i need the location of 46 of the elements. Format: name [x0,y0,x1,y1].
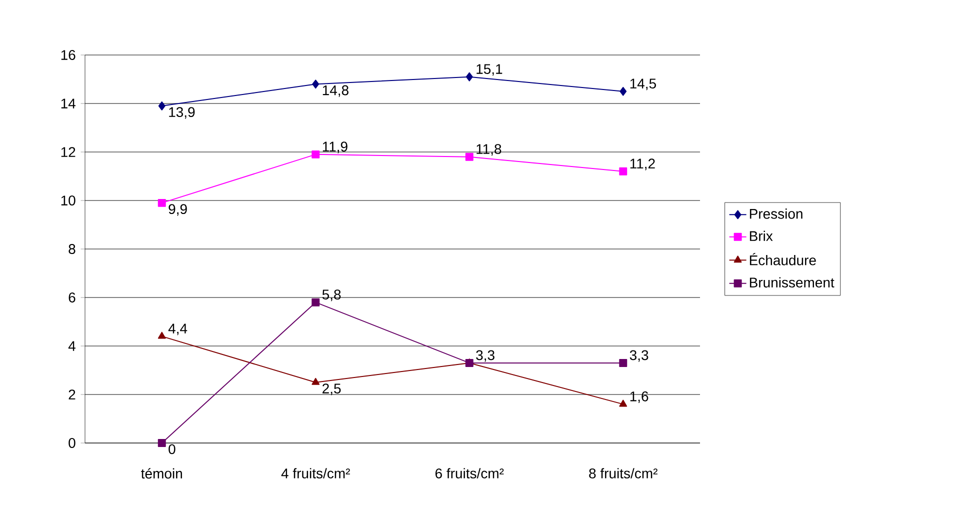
data-label: 0 [168,444,176,454]
point [619,167,628,176]
x-tick-label: témoin [141,468,182,479]
data-label: 3,3 [630,350,648,362]
y-tick-label: 4 [68,341,76,351]
data-label: 11,9 [322,142,348,154]
data-label: 14,8 [322,85,348,97]
y-tick-label: 2 [68,390,76,400]
data-label: 11,8 [476,144,502,156]
data-label: 15,1 [476,64,502,76]
legend-label: Brunissement [750,277,834,288]
point [158,332,166,339]
x-tick-label: 8 fruits/cm² [589,468,658,478]
y-tick-label: 12 [61,147,76,157]
data-label: 9,9 [168,204,187,216]
point [465,152,474,161]
data-label: 4,4 [168,324,188,336]
legend-label: Brix [750,230,773,241]
point [312,80,320,89]
point [158,101,166,110]
point [312,150,320,158]
point [312,378,320,385]
data-label: 13,9 [169,107,195,119]
y-tick-label: 0 [68,438,76,448]
legend-label: Échaudure [750,252,816,266]
data-label: 11,2 [630,158,655,170]
data-label: 1,6 [630,391,648,404]
legend-label: Pression [750,208,802,219]
point [158,439,166,447]
point [158,198,166,207]
x-tick-label: 6 fruits/cm² [435,468,504,478]
point [312,298,320,306]
y-tick-label: 16 [61,50,76,60]
data-label: 5,8 [322,290,341,302]
data-label: 3,3 [476,350,494,362]
point [620,86,627,96]
point [619,400,628,407]
point [466,72,473,82]
x-tick-label: 4 fruits/cm² [281,468,350,478]
y-tick-label: 8 [68,244,76,254]
point [619,358,628,367]
data-label: 14,5 [630,78,656,90]
y-tick-label: 6 [68,292,76,302]
data-label: 2,5 [322,384,341,396]
y-tick-label: 10 [61,196,76,206]
y-tick-label: 14 [61,98,76,108]
